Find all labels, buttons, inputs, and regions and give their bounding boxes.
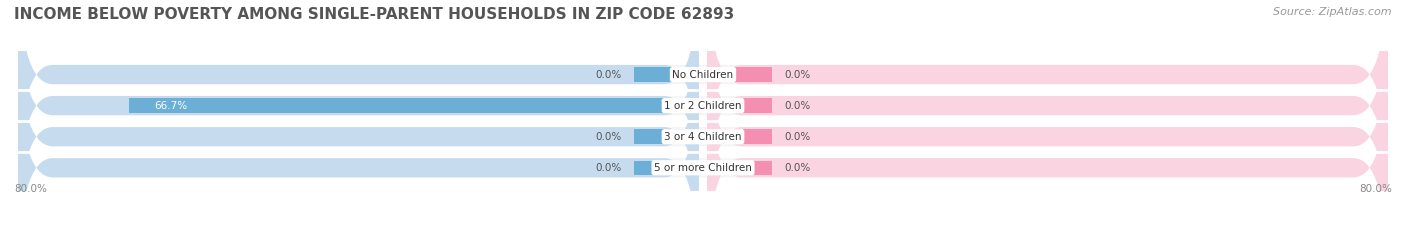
Bar: [634, 130, 703, 144]
FancyBboxPatch shape: [18, 0, 1388, 189]
Text: 1 or 2 Children: 1 or 2 Children: [664, 101, 742, 111]
FancyBboxPatch shape: [707, 22, 1388, 233]
Text: INCOME BELOW POVERTY AMONG SINGLE-PARENT HOUSEHOLDS IN ZIP CODE 62893: INCOME BELOW POVERTY AMONG SINGLE-PARENT…: [14, 7, 734, 22]
FancyBboxPatch shape: [707, 53, 1388, 233]
FancyBboxPatch shape: [18, 22, 1388, 233]
Bar: [703, 67, 772, 82]
Bar: [634, 67, 703, 82]
Text: 0.0%: 0.0%: [785, 163, 811, 173]
FancyBboxPatch shape: [18, 0, 1388, 220]
Text: 0.0%: 0.0%: [785, 101, 811, 111]
FancyBboxPatch shape: [18, 53, 1388, 233]
Text: 0.0%: 0.0%: [785, 70, 811, 79]
FancyBboxPatch shape: [18, 53, 699, 233]
FancyBboxPatch shape: [18, 0, 699, 220]
Text: 5 or more Children: 5 or more Children: [654, 163, 752, 173]
Text: Source: ZipAtlas.com: Source: ZipAtlas.com: [1274, 7, 1392, 17]
Text: 66.7%: 66.7%: [155, 101, 187, 111]
Text: 0.0%: 0.0%: [595, 132, 621, 142]
Bar: [703, 130, 772, 144]
Text: 0.0%: 0.0%: [595, 70, 621, 79]
FancyBboxPatch shape: [18, 0, 699, 189]
Text: 3 or 4 Children: 3 or 4 Children: [664, 132, 742, 142]
Bar: [634, 161, 703, 175]
FancyBboxPatch shape: [18, 22, 699, 233]
Text: 0.0%: 0.0%: [785, 132, 811, 142]
Text: 80.0%: 80.0%: [1360, 184, 1392, 194]
Text: 80.0%: 80.0%: [14, 184, 46, 194]
Text: 0.0%: 0.0%: [595, 163, 621, 173]
Text: No Children: No Children: [672, 70, 734, 79]
Bar: [703, 161, 772, 175]
FancyBboxPatch shape: [707, 0, 1388, 220]
FancyBboxPatch shape: [707, 0, 1388, 189]
Bar: [703, 98, 772, 113]
Bar: [128, 98, 703, 113]
